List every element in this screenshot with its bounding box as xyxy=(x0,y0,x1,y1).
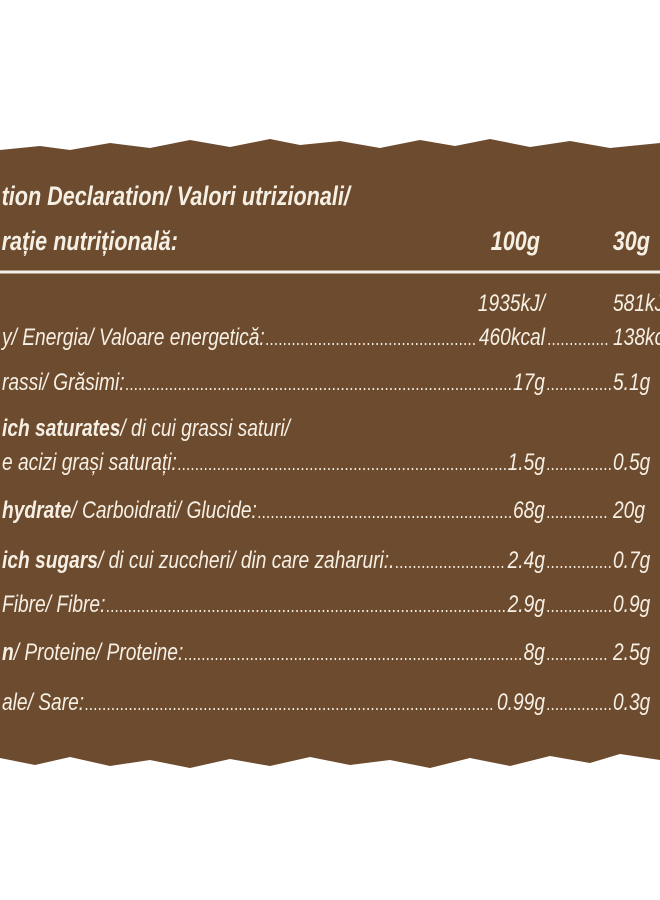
column-header: 30g xyxy=(613,227,650,257)
nutrient-text: / di cui grassi saturi/ xyxy=(119,414,292,442)
title: rație nutrițională: xyxy=(2,227,178,257)
value-30g: 20g xyxy=(612,496,645,524)
nutrient-bold: hydrate xyxy=(2,496,71,524)
value-30g: 0.5g xyxy=(613,448,650,476)
nutrient-label: e acizi grași saturați: xyxy=(2,448,177,476)
value-100g: 0.99g xyxy=(497,688,545,716)
nutrient-label: y/ Energia/ Valoare energetică: xyxy=(0,323,265,351)
nutrient-text: e acizi grași saturați: xyxy=(2,448,177,476)
nutrient-bold: ich sugars xyxy=(2,546,98,574)
value-100g: 460kcal xyxy=(479,323,546,351)
value-100g: 8g xyxy=(524,638,545,666)
nutrient-label: hydrate/ Carboidrati/ Glucide: xyxy=(2,496,257,524)
nutrient-label: ich sugars/ di cui zuccheri/ din care za… xyxy=(2,546,394,574)
value-100g: 17g xyxy=(513,368,545,396)
nutrient-label: ale/ Sare: xyxy=(2,688,84,716)
nutrient-text: rassi/ Grăsimi: xyxy=(2,368,125,396)
nutrient-text: y/ Energia/ Valoare energetică: xyxy=(0,323,265,351)
nutrient-label: n/ Proteine/ Proteine: xyxy=(2,638,183,666)
value-100g: 1935kJ/ xyxy=(478,289,547,317)
value-30g: 0.7g xyxy=(613,546,650,574)
value-30g: 0.3g xyxy=(613,688,650,716)
nutrient-label: rassi/ Grăsimi: xyxy=(2,368,125,396)
nutrient-text: / Proteine/ Proteine: xyxy=(12,638,183,666)
nutrient-text: / Carboidrati/ Glucide: xyxy=(70,496,257,524)
text-layer: tion Declaration/ Valori utrizionali/ ra… xyxy=(0,182,660,716)
nutrient-label: ich saturates/ di cui grassi saturi/ xyxy=(2,414,292,442)
value-100g: 1.5g xyxy=(508,448,545,476)
nutrient-bold: ich saturates xyxy=(2,414,120,442)
value-30g: 581kJ xyxy=(613,289,660,317)
value-100g: 68g xyxy=(513,496,545,524)
value-100g: 2.9g xyxy=(507,590,545,618)
value-30g: 138kca xyxy=(613,323,660,351)
value-30g: 2.5g xyxy=(612,638,650,666)
value-30g: 5.1g xyxy=(613,368,650,396)
title: tion Declaration/ Valori utrizionali/ xyxy=(2,182,352,212)
value-30g: 0.9g xyxy=(613,590,650,618)
nutrient-text: / di cui zuccheri/ din care zaharuri:. xyxy=(96,546,394,574)
value-100g: 2.4g xyxy=(507,546,545,574)
nutrient-text: ale/ Sare: xyxy=(2,688,84,716)
nutrient-label: Fibre/ Fibre: xyxy=(2,590,105,618)
nutrient-text: Fibre/ Fibre: xyxy=(2,590,105,618)
nutrient-bold: n xyxy=(2,638,14,666)
column-header: 100g xyxy=(491,227,540,257)
